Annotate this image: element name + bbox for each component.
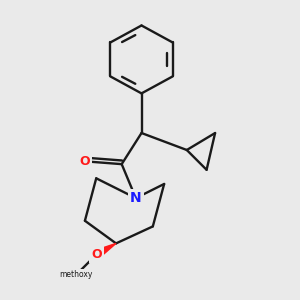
Text: methoxy: methoxy — [60, 270, 93, 279]
Text: O: O — [80, 155, 90, 168]
Text: O: O — [91, 248, 101, 261]
Polygon shape — [94, 243, 116, 259]
Text: N: N — [130, 191, 142, 205]
